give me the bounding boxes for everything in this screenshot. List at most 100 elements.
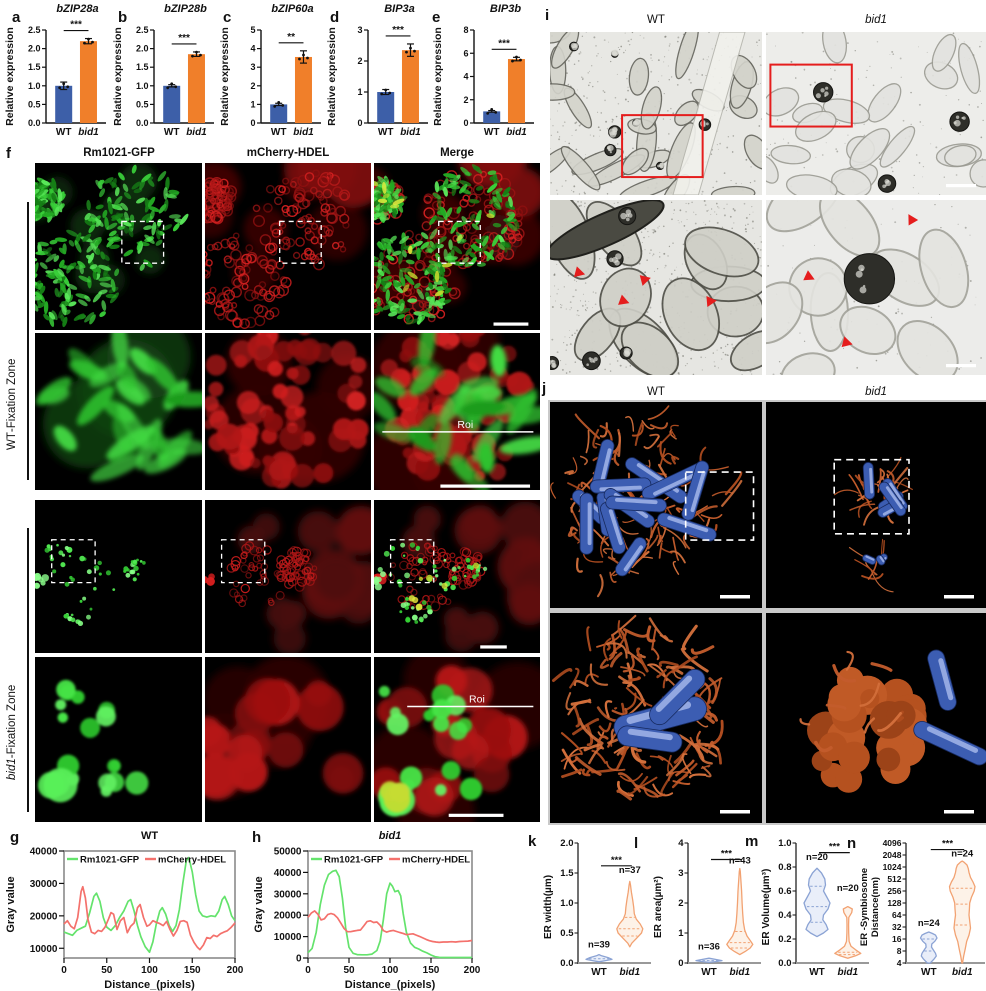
- svg-text:0.2: 0.2: [778, 934, 791, 945]
- svg-text:1.0: 1.0: [28, 81, 41, 91]
- svg-text:512: 512: [887, 874, 901, 884]
- svg-text:bid1: bid1: [186, 127, 207, 138]
- svg-text:bid1: bid1: [379, 830, 402, 842]
- svg-text:100: 100: [141, 965, 158, 976]
- svg-text:1.0: 1.0: [136, 81, 149, 91]
- svg-text:WT: WT: [271, 127, 287, 138]
- svg-text:5: 5: [250, 25, 255, 35]
- svg-text:BIP3b: BIP3b: [490, 3, 521, 15]
- f-row-bracket-bid1: [27, 528, 29, 812]
- svg-text:0.5: 0.5: [136, 99, 149, 109]
- svg-text:2.0: 2.0: [560, 838, 573, 849]
- svg-text:Relative expression: Relative expression: [112, 27, 124, 126]
- svg-text:3: 3: [357, 25, 362, 35]
- svg-text:2.5: 2.5: [28, 25, 41, 35]
- confocal-image: [374, 163, 540, 330]
- confocal-image: Roi: [374, 657, 540, 822]
- svg-text:0: 0: [463, 118, 468, 128]
- svg-text:WT: WT: [141, 830, 158, 842]
- svg-text:Distance_(pixels): Distance_(pixels): [104, 979, 195, 991]
- bar-chart-bip3a: 0 1 2 3 WT bid1 *** BIP3a Relative expression: [324, 0, 430, 145]
- svg-text:mCherry-HDEL: mCherry-HDEL: [402, 855, 470, 866]
- svg-text:1: 1: [357, 87, 362, 97]
- svg-text:n=20: n=20: [837, 883, 859, 894]
- violin-er-area: 0 1 2 3 4 n=36 WT n=43 bid1 *** ER area(µm²): [650, 829, 762, 991]
- svg-text:2: 2: [250, 81, 255, 91]
- svg-text:50000: 50000: [274, 847, 302, 858]
- svg-text:200: 200: [464, 965, 481, 976]
- svg-text:0.0: 0.0: [28, 118, 41, 128]
- f-row-label-bid1: bid1-Fixation Zone: [6, 684, 18, 780]
- svg-text:WT: WT: [378, 127, 394, 138]
- violin-er-width: 0.0 0.5 1.0 1.5 2.0 n=39 WT n=37 bid1 *** ER width…: [540, 829, 652, 991]
- svg-text:64: 64: [892, 910, 902, 920]
- svg-text:n=36: n=36: [698, 942, 720, 953]
- f-col-header-gfp: Rm1021-GFP: [83, 147, 155, 159]
- svg-text:Distance_(pixels): Distance_(pixels): [345, 979, 436, 991]
- svg-text:Rm1021-GFP: Rm1021-GFP: [324, 855, 384, 866]
- panel-b-label: b: [118, 9, 128, 26]
- confocal-image: [35, 333, 202, 490]
- line-chart-wt: 10000 20000 30000 40000 0 50 100 150 200 Rm1021-G…: [2, 827, 246, 991]
- svg-text:Roi: Roi: [457, 419, 473, 431]
- svg-text:0: 0: [357, 118, 362, 128]
- 3d-reconstruction-image: [550, 613, 762, 823]
- svg-text:0: 0: [250, 118, 255, 128]
- panel-n-label: n: [847, 835, 857, 852]
- 3d-reconstruction-image: [550, 402, 762, 608]
- svg-text:6: 6: [463, 48, 468, 58]
- em-image: [550, 32, 762, 195]
- panel-d-label: d: [330, 9, 340, 26]
- svg-text:***: ***: [942, 839, 953, 850]
- panel-l-label: l: [634, 835, 639, 852]
- confocal-image: [35, 500, 202, 653]
- svg-text:8: 8: [463, 25, 468, 35]
- svg-text:WT: WT: [701, 967, 717, 978]
- confocal-image: [205, 333, 371, 490]
- j-col-header-wt: WT: [647, 386, 665, 398]
- i-col-header-bid1: bid1: [865, 14, 887, 26]
- svg-text:10000: 10000: [274, 932, 302, 943]
- svg-text:bid1: bid1: [620, 967, 641, 978]
- svg-text:1.0: 1.0: [560, 898, 573, 909]
- svg-text:2: 2: [357, 56, 362, 66]
- violin-er-volume: 0.0 0.2 0.4 0.6 0.8 1.0 n=20 WT n=20 bid1 *** ER Vo…: [758, 829, 870, 991]
- panel-f-label: f: [6, 145, 11, 162]
- svg-text:0.0: 0.0: [560, 958, 573, 969]
- svg-text:32: 32: [892, 922, 902, 932]
- svg-text:***: ***: [392, 25, 404, 36]
- svg-text:bid1: bid1: [730, 967, 751, 978]
- panel-j-label: j: [542, 380, 547, 397]
- svg-text:1: 1: [250, 99, 255, 109]
- svg-text:n=24: n=24: [918, 918, 941, 929]
- svg-text:2: 2: [678, 898, 683, 909]
- svg-text:40000: 40000: [274, 868, 302, 879]
- svg-text:WT: WT: [591, 967, 607, 978]
- svg-text:1024: 1024: [883, 862, 902, 872]
- confocal-image: [205, 657, 371, 822]
- svg-text:4: 4: [463, 72, 468, 82]
- panel-k-label: k: [528, 833, 537, 850]
- svg-text:4: 4: [250, 44, 255, 54]
- 3d-reconstruction-image: [766, 613, 986, 823]
- svg-text:1.5: 1.5: [560, 868, 574, 879]
- svg-text:Roi: Roi: [469, 694, 485, 706]
- bar-chart-bzip60a: 0 1 2 3 4 5 WT bid1 ** bZIP60a Relative expression: [217, 0, 323, 145]
- svg-text:BIP3a: BIP3a: [384, 3, 415, 15]
- svg-text:Distance(nm): Distance(nm): [870, 877, 881, 937]
- svg-text:20000: 20000: [30, 911, 58, 922]
- bar-chart-bip3b: 0 2 4 6 8 WT bid1 *** BIP3b Relative expression: [430, 0, 536, 145]
- svg-text:0.0: 0.0: [778, 958, 791, 969]
- svg-text:20000: 20000: [274, 911, 302, 922]
- svg-text:n=37: n=37: [619, 865, 641, 876]
- confocal-image: [205, 163, 371, 330]
- svg-text:bid1: bid1: [838, 967, 859, 978]
- svg-text:Relative expression: Relative expression: [326, 27, 338, 126]
- svg-text:WT: WT: [809, 967, 825, 978]
- f-row-label-wt: WT-Fixation Zone: [6, 358, 18, 450]
- svg-text:WT: WT: [484, 127, 500, 138]
- svg-text:16: 16: [892, 934, 902, 944]
- panel-e-label: e: [432, 9, 441, 26]
- svg-text:150: 150: [184, 965, 201, 976]
